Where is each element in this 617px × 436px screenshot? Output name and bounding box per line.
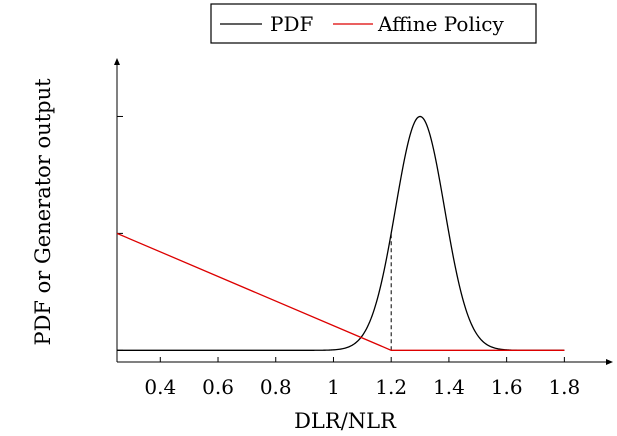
x-tick-label-2: 0.8 [260, 375, 292, 399]
series-affine-policy-line [116, 232, 565, 351]
x-tick-label-0: 0.4 [144, 375, 176, 399]
series-pdf-line [117, 115, 565, 351]
x-tick-label-5: 1.4 [433, 375, 465, 399]
legend-label-pdf: PDF [270, 12, 313, 36]
x-ticks: 0.4 0.6 0.8 1 1.2 1.4 1.6 1.8 [144, 357, 580, 399]
axes [114, 58, 613, 365]
y-axis-arrow [114, 58, 120, 65]
x-tick-label-3: 1 [327, 375, 340, 399]
legend-label-affine-policy: Affine Policy [377, 12, 504, 36]
y-axis-label: PDF or Generator output [31, 78, 55, 346]
x-tick-label-7: 1.8 [548, 375, 580, 399]
series [116, 115, 565, 351]
x-tick-label-6: 1.6 [491, 375, 523, 399]
x-tick-label-1: 0.6 [202, 375, 234, 399]
x-axis-label: DLR/NLR [294, 409, 397, 433]
legend: PDF Affine Policy [210, 3, 537, 44]
x-axis-arrow [606, 359, 613, 365]
x-tick-label-4: 1.2 [375, 375, 407, 399]
legend-box [210, 3, 537, 44]
